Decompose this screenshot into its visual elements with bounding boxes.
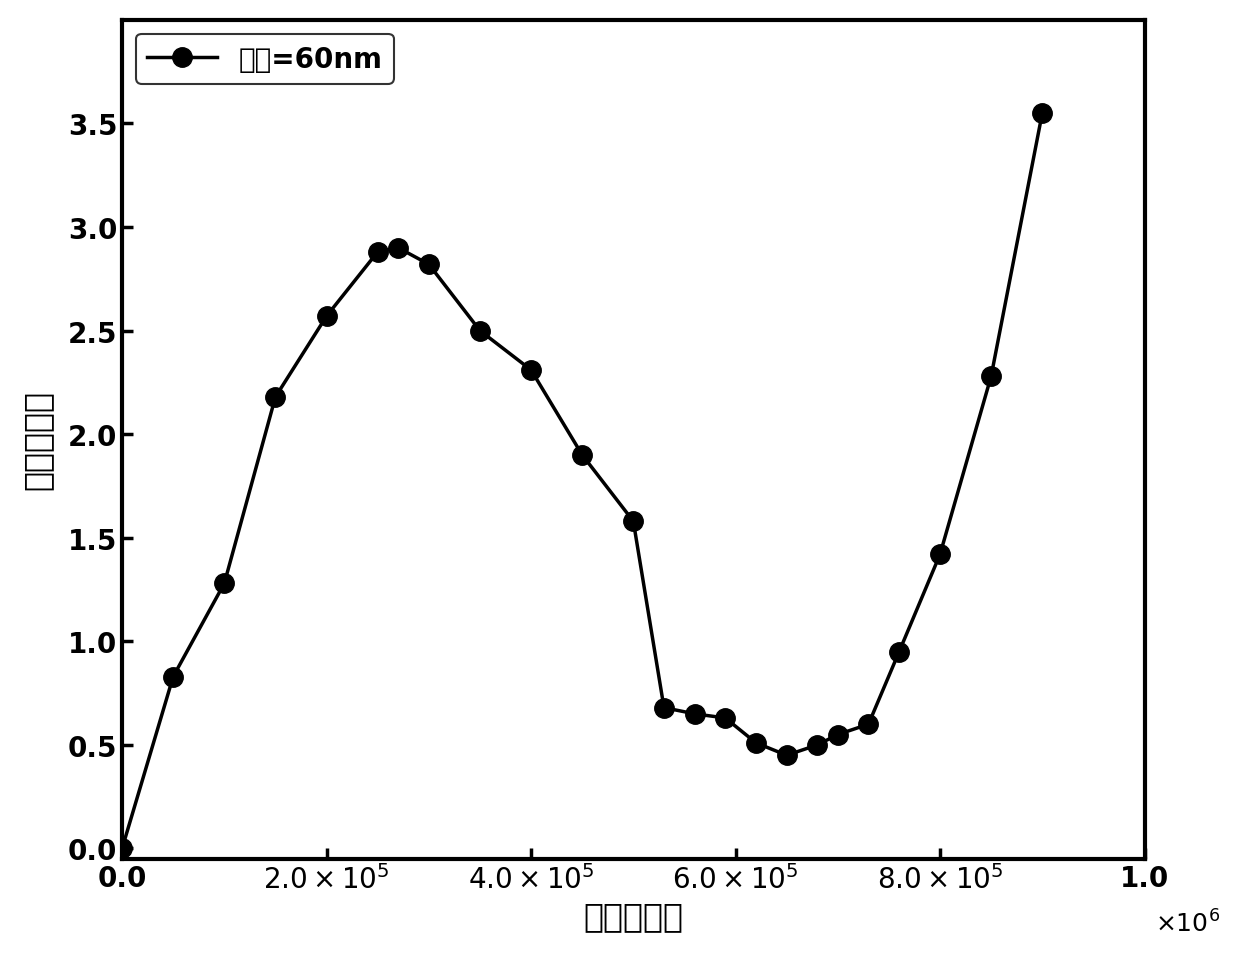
直径=60nm <box>371 247 386 258</box>
直径=60nm <box>656 702 671 714</box>
Y-axis label: 散射光强度: 散射光强度 <box>21 390 53 490</box>
直径=60nm <box>626 516 641 527</box>
直径=60nm <box>779 750 794 761</box>
Legend: 直径=60nm: 直径=60nm <box>136 34 394 85</box>
直径=60nm <box>810 740 825 751</box>
直径=60nm <box>831 729 846 740</box>
直径=60nm <box>422 259 436 271</box>
直径=60nm <box>932 549 947 560</box>
X-axis label: 激发光功率: 激发光功率 <box>583 900 683 932</box>
直径=60nm <box>391 243 405 254</box>
直径=60nm <box>166 671 181 682</box>
直径=60nm <box>749 738 764 749</box>
Text: $\times10^6$: $\times10^6$ <box>1154 909 1220 937</box>
直径=60nm <box>523 365 538 376</box>
直径=60nm <box>892 646 906 658</box>
直径=60nm <box>217 578 232 589</box>
Line: 直径=60nm: 直径=60nm <box>113 104 1052 859</box>
直径=60nm <box>472 326 487 337</box>
直径=60nm <box>861 719 875 730</box>
直径=60nm <box>687 708 702 720</box>
直径=60nm <box>268 392 283 403</box>
直径=60nm <box>983 371 998 382</box>
直径=60nm <box>114 842 129 854</box>
直径=60nm <box>575 450 590 461</box>
直径=60nm <box>319 311 334 322</box>
直径=60nm <box>718 713 733 724</box>
直径=60nm <box>1035 109 1050 120</box>
